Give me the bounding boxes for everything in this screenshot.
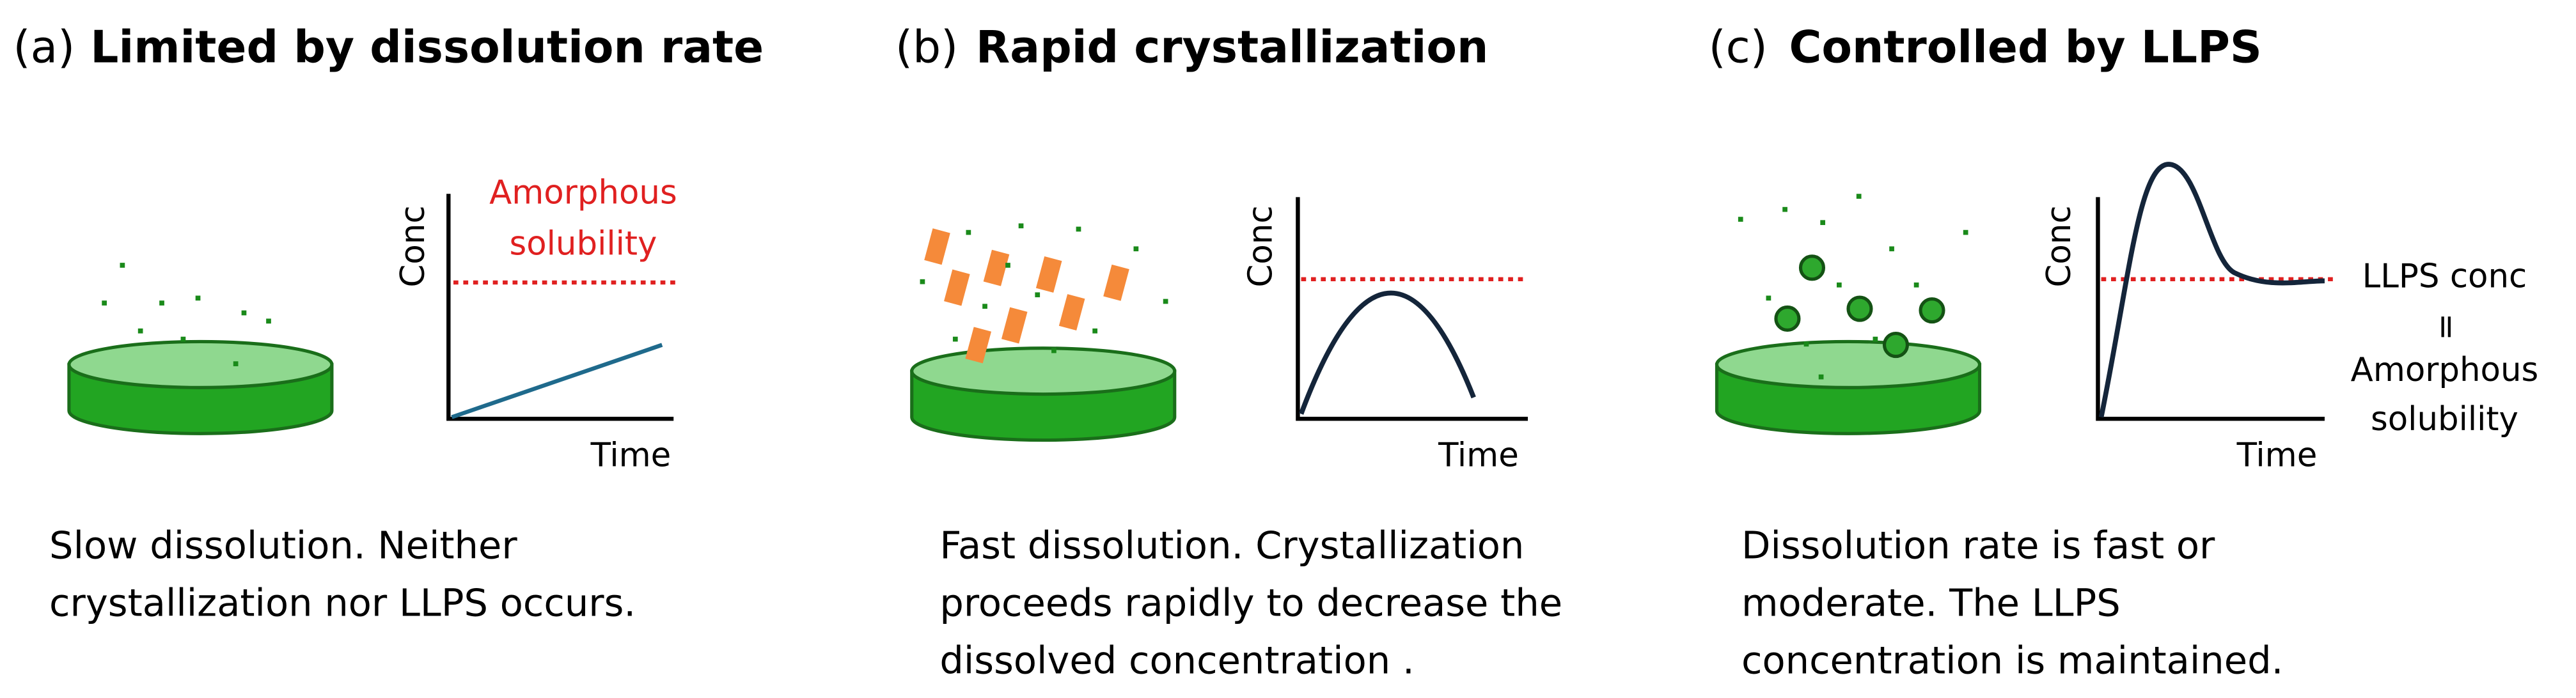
panel-title: Controlled by LLPS <box>1789 22 2262 74</box>
axes <box>446 194 674 421</box>
molecules <box>1738 194 1968 380</box>
annotation: solubility <box>509 224 657 263</box>
y-axis-label: Conc <box>2040 205 2078 287</box>
panel-b: (b) Rapid crystallization Conc Time Fast… <box>895 22 1562 683</box>
panel-label: (a) <box>13 22 75 74</box>
axes <box>2096 197 2325 421</box>
description: Slow dissolution. Neither <box>49 524 517 568</box>
droplets <box>1774 254 1945 359</box>
conc-curve <box>451 343 663 419</box>
x-axis-label: Time <box>590 437 671 475</box>
conc-curve <box>2098 162 2325 418</box>
dish <box>1716 341 1979 433</box>
panel-title: Limited by dissolution rate <box>90 22 764 74</box>
panel-label: (b) <box>895 22 958 74</box>
annotation: solubility <box>2371 400 2518 438</box>
dish <box>69 341 332 433</box>
annotation: Amorphous <box>489 174 677 212</box>
description: moderate. The LLPS <box>1741 580 2121 624</box>
x-axis-label: Time <box>1438 437 1519 475</box>
crystals <box>924 228 1129 364</box>
description: Fast dissolution. Crystallization <box>939 524 1524 568</box>
panel-c: (c) Controlled by LLPS Conc Time LLPS co… <box>1709 22 2539 683</box>
conc-curve <box>1298 290 1476 415</box>
axes <box>1296 197 1528 421</box>
description: crystallization nor LLPS occurs. <box>49 580 636 624</box>
annotation: LLPS conc <box>2362 258 2527 296</box>
description: proceeds rapidly to decrease the <box>939 580 1562 624</box>
description: concentration is maintained. <box>1741 638 2283 682</box>
x-axis-label: Time <box>2236 437 2318 475</box>
annotation: = <box>2427 313 2465 341</box>
molecules <box>102 263 271 366</box>
description: dissolved concentration . <box>939 638 1414 682</box>
panel-label: (c) <box>1709 22 1768 74</box>
panel-title: Rapid crystallization <box>976 22 1488 74</box>
description: Dissolution rate is fast or <box>1741 524 2215 568</box>
y-axis-label: Conc <box>394 205 432 287</box>
molecules <box>920 223 1168 353</box>
annotation: Amorphous <box>2351 351 2539 389</box>
dish <box>912 348 1175 440</box>
panel-a: (a) Limited by dissolution rate Conc Tim… <box>13 22 764 625</box>
y-axis-label: Conc <box>1241 205 1280 287</box>
